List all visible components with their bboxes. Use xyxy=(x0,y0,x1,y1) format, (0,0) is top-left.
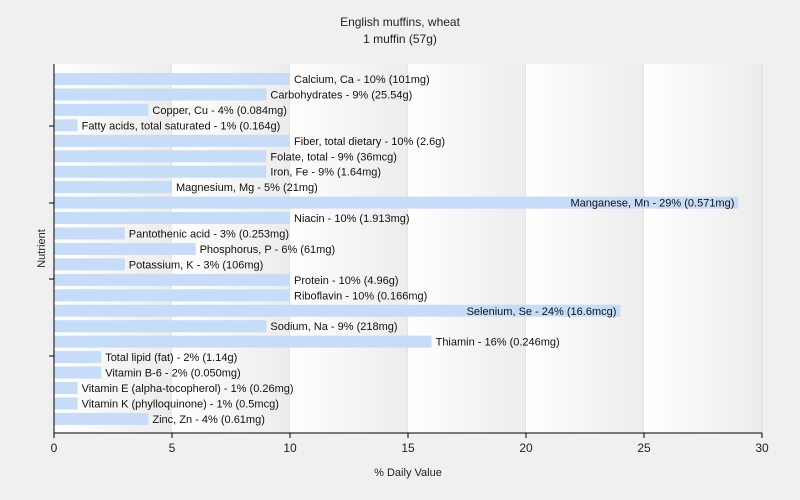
x-tick-label: 5 xyxy=(169,441,176,455)
bar-label: Magnesium, Mg - 5% (21mg) xyxy=(176,182,318,194)
bar xyxy=(54,351,102,364)
bar-label: Riboflavin - 10% (0.166mg) xyxy=(294,290,427,302)
bar-label: Protein - 10% (4.96g) xyxy=(294,275,399,287)
bar-label: Phosphorus, P - 6% (61mg) xyxy=(200,244,336,256)
bar-label: Vitamin B-6 - 2% (0.050mg) xyxy=(105,368,241,380)
bar xyxy=(54,73,290,85)
x-axis-label: % Daily Value xyxy=(374,467,442,479)
bar xyxy=(54,320,267,333)
bar xyxy=(54,119,78,132)
bar-label: Copper, Cu - 4% (0.084mg) xyxy=(152,105,287,117)
bar-label: Fiber, total dietary - 10% (2.6g) xyxy=(294,136,445,148)
grid-bands xyxy=(54,64,763,433)
grid-band xyxy=(408,64,526,433)
grid-band xyxy=(644,64,762,433)
bar xyxy=(54,382,78,394)
bar xyxy=(54,242,196,255)
bar xyxy=(54,150,267,163)
bar-label: Fatty acids, total saturated - 1% (0.164… xyxy=(82,120,281,132)
x-tick-label: 30 xyxy=(755,441,769,455)
bar-label: Manganese, Mn - 29% (0.571mg) xyxy=(571,198,735,210)
x-tick-label: 0 xyxy=(51,441,58,455)
bar-label: Thiamin - 16% (0.246mg) xyxy=(436,337,560,349)
bar-label: Iron, Fe - 9% (1.64mg) xyxy=(270,167,381,179)
y-axis-label: Nutrient xyxy=(36,229,48,268)
grid-band xyxy=(526,64,644,433)
bar-label: Selenium, Se - 24% (16.6mcg) xyxy=(467,306,617,318)
bar xyxy=(54,366,102,379)
bars-group: Calcium, Ca - 10% (101mg) Carbohydrates -… xyxy=(54,73,739,426)
bar-label: Niacin - 10% (1.913mg) xyxy=(294,213,410,225)
bar-label: Vitamin K (phylloquinone) - 1% (0.5mcg) xyxy=(82,398,279,410)
x-tick-label: 15 xyxy=(401,441,415,455)
bar-label: Folate, total - 9% (36mcg) xyxy=(270,151,397,163)
bar xyxy=(54,212,290,225)
grid-band xyxy=(290,64,408,433)
bar xyxy=(54,258,125,271)
bar-label: Calcium, Ca - 10% (101mg) xyxy=(294,74,430,86)
bar xyxy=(54,103,149,116)
bar-label: Carbohydrates - 9% (25.54g) xyxy=(270,89,412,101)
bar xyxy=(54,181,172,194)
bar xyxy=(54,227,125,240)
bar-label: Vitamin E (alpha-tocopherol) - 1% (0.26m… xyxy=(82,383,294,395)
y-ticks-group xyxy=(49,125,54,357)
bar xyxy=(54,289,290,302)
bar-label: Total lipid (fat) - 2% (1.14g) xyxy=(105,352,237,364)
x-tick-label: 20 xyxy=(519,441,533,455)
bar xyxy=(54,335,432,348)
x-ticks-group: 0 5 10 15 20 25 30 xyxy=(51,433,769,455)
x-tick-label: 25 xyxy=(637,441,651,455)
bar xyxy=(54,134,290,147)
chart-subtitle: 1 muffin (57g) xyxy=(363,32,437,46)
bar-label: Pantothenic acid - 3% (0.253mg) xyxy=(129,229,289,241)
bar xyxy=(54,304,621,317)
chart-title: English muffins, wheat xyxy=(340,15,460,29)
bar-label: Zinc, Zn - 4% (0.61mg) xyxy=(152,414,264,426)
bar-label: Potassium, K - 3% (106mg) xyxy=(129,259,263,271)
bar xyxy=(54,196,739,209)
x-tick-label: 10 xyxy=(283,441,297,455)
bar xyxy=(54,165,267,178)
bar xyxy=(54,273,290,286)
bar-label: Sodium, Na - 9% (218mg) xyxy=(270,321,397,333)
bar xyxy=(54,88,267,101)
bar xyxy=(54,412,149,425)
bar xyxy=(54,397,78,410)
